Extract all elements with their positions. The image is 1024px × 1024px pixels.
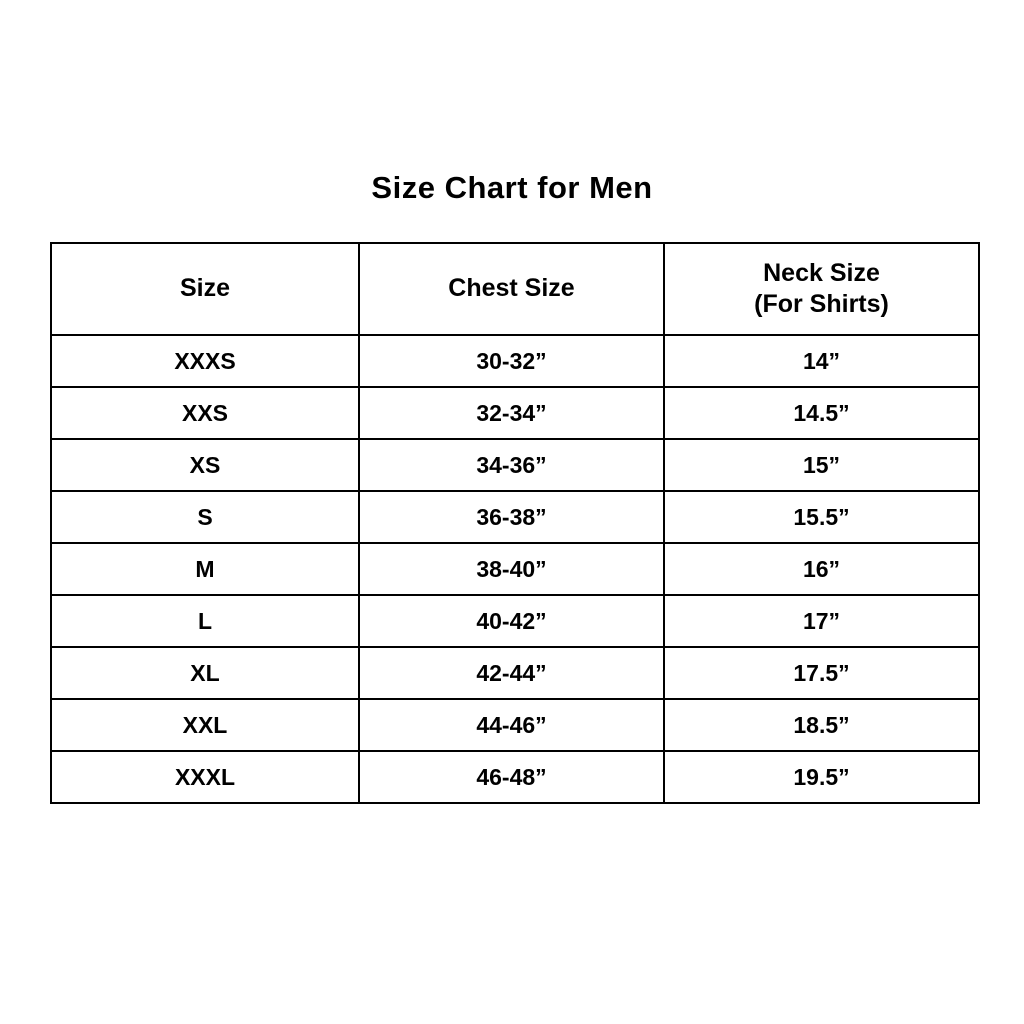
cell-size: XXXL	[50, 750, 360, 804]
table-body: XXXS 30-32” 14” XXS 32-34” 14.5” XS 34-36” 15” S 3…	[50, 334, 980, 804]
cell-chest: 40-42”	[358, 594, 665, 648]
cell-neck: 16”	[663, 542, 980, 596]
cell-size: XXS	[50, 386, 360, 440]
table-row: XXXL 46-48” 19.5”	[50, 750, 980, 804]
cell-size: XXXS	[50, 334, 360, 388]
table-row: XXL 44-46” 18.5”	[50, 698, 980, 752]
cell-chest: 32-34”	[358, 386, 665, 440]
page-title: Size Chart for Men	[371, 170, 653, 205]
cell-size: XXL	[50, 698, 360, 752]
table-header-row: Size Chest Size Neck Size (For Shirts)	[50, 242, 980, 336]
table-row: XS 34-36” 15”	[50, 438, 980, 492]
column-header-neck-size-line2: (For Shirts)	[754, 290, 889, 318]
table-row: L 40-42” 17”	[50, 594, 980, 648]
table-row: M 38-40” 16”	[50, 542, 980, 596]
cell-chest: 34-36”	[358, 438, 665, 492]
cell-chest: 30-32”	[358, 334, 665, 388]
cell-neck: 14.5”	[663, 386, 980, 440]
column-header-size: Size	[50, 242, 360, 336]
cell-chest: 38-40”	[358, 542, 665, 596]
cell-neck: 15.5”	[663, 490, 980, 544]
cell-neck: 14”	[663, 334, 980, 388]
cell-neck: 18.5”	[663, 698, 980, 752]
table-row: XL 42-44” 17.5”	[50, 646, 980, 700]
cell-size: XL	[50, 646, 360, 700]
cell-chest: 36-38”	[358, 490, 665, 544]
cell-neck: 19.5”	[663, 750, 980, 804]
cell-size: S	[50, 490, 360, 544]
column-header-chest-size: Chest Size	[358, 242, 665, 336]
table-row: XXS 32-34” 14.5”	[50, 386, 980, 440]
table-row: S 36-38” 15.5”	[50, 490, 980, 544]
column-header-neck-size-line1: Neck Size	[763, 258, 880, 287]
cell-neck: 17”	[663, 594, 980, 648]
cell-chest: 46-48”	[358, 750, 665, 804]
cell-chest: 42-44”	[358, 646, 665, 700]
cell-neck: 15”	[663, 438, 980, 492]
cell-size: M	[50, 542, 360, 596]
cell-size: L	[50, 594, 360, 648]
table-row: XXXS 30-32” 14”	[50, 334, 980, 388]
column-header-neck-size: Neck Size (For Shirts)	[663, 242, 980, 336]
cell-neck: 17.5”	[663, 646, 980, 700]
cell-size: XS	[50, 438, 360, 492]
cell-chest: 44-46”	[358, 698, 665, 752]
size-chart-table: Size Chest Size Neck Size (For Shirts) X…	[50, 242, 980, 804]
